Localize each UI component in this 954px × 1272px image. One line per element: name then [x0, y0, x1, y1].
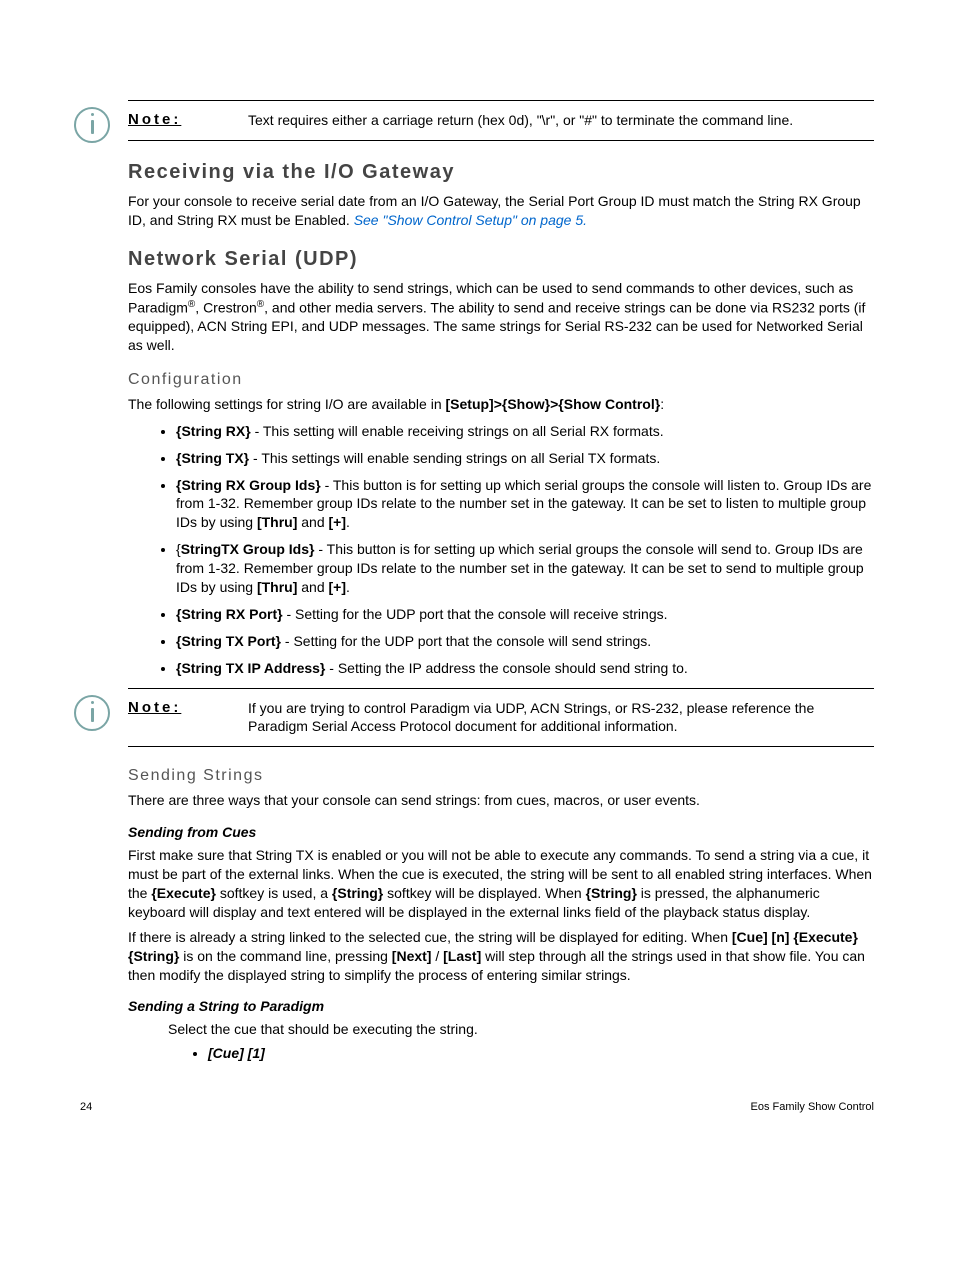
paragraph: The following settings for string I/O ar…	[128, 395, 874, 414]
heading-sending-cues: Sending from Cues	[128, 824, 874, 840]
heading-configuration: Configuration	[128, 371, 874, 389]
key-ref: [Last]	[443, 948, 481, 964]
command-list: [Cue] [1]	[128, 1045, 874, 1061]
text: softkey will be displayed. When	[383, 885, 585, 901]
list-item: {String TX Port} - Setting for the UDP p…	[176, 632, 874, 651]
heading-network: Network Serial (UDP)	[128, 248, 874, 271]
key-ref: [+]	[329, 514, 347, 530]
text: - Setting for the UDP port that the cons…	[283, 606, 668, 622]
setting-key: {String TX Port}	[176, 633, 281, 649]
text: - This setting will enable receiving str…	[251, 423, 664, 439]
text: :	[660, 396, 664, 412]
text: .	[346, 514, 350, 530]
page-footer: 24 Eos Family Show Control	[80, 1101, 874, 1113]
key-ref: [Thru]	[257, 514, 297, 530]
key-ref: [+]	[329, 579, 347, 595]
text: - Setting for the UDP port that the cons…	[281, 633, 651, 649]
text: If there is already a string linked to t…	[128, 929, 732, 945]
info-icon	[74, 107, 114, 147]
note-block-2: Note: If you are trying to control Parad…	[128, 688, 874, 748]
list-item: {StringTX Group Ids} - This button is fo…	[176, 540, 874, 597]
text: /	[431, 948, 443, 964]
text: is on the command line, pressing	[179, 948, 391, 964]
list-item: [Cue] [1]	[208, 1045, 874, 1061]
setting-key: {String RX}	[176, 423, 251, 439]
info-icon	[74, 695, 114, 735]
text: , Crestron	[195, 299, 256, 315]
list-item: {String RX Group Ids} - This button is f…	[176, 476, 874, 533]
note-text: If you are trying to control Paradigm vi…	[248, 699, 874, 737]
cross-ref-link[interactable]: See "Show Control Setup" on page 5.	[354, 212, 587, 228]
paragraph: There are three ways that your console c…	[128, 791, 874, 810]
paragraph: For your console to receive serial date …	[128, 192, 874, 230]
text: .	[346, 579, 350, 595]
paragraph: Select the cue that should be executing …	[168, 1020, 874, 1039]
text: softkey is used, a	[216, 885, 332, 901]
paragraph: First make sure that String TX is enable…	[128, 846, 874, 922]
note-text: Text requires either a carriage return (…	[248, 111, 874, 130]
list-item: {String RX Port} - Setting for the UDP p…	[176, 605, 874, 624]
text: and	[297, 514, 328, 530]
heading-receiving: Receiving via the I/O Gateway	[128, 161, 874, 184]
menu-path: [Setup]>{Show}>{Show Control}	[446, 396, 661, 412]
note-label: Note:	[128, 111, 248, 128]
page-number: 24	[80, 1101, 92, 1113]
setting-key: StringTX Group Ids}	[181, 541, 315, 557]
softkey: {String}	[586, 885, 637, 901]
list-item: {String TX} - This settings will enable …	[176, 449, 874, 468]
list-item: {String TX IP Address} - Setting the IP …	[176, 659, 874, 678]
text: - This settings will enable sending stri…	[249, 450, 660, 466]
text: - Setting the IP address the console sho…	[325, 660, 687, 676]
key-ref: [Thru]	[257, 579, 297, 595]
footer-title: Eos Family Show Control	[751, 1101, 875, 1113]
text: and	[297, 579, 328, 595]
heading-sending: Sending Strings	[128, 767, 874, 785]
text: The following settings for string I/O ar…	[128, 396, 446, 412]
paragraph: If there is already a string linked to t…	[128, 928, 874, 985]
config-list: {String RX} - This setting will enable r…	[128, 422, 874, 678]
key-ref: [Next]	[392, 948, 432, 964]
setting-key: {String TX}	[176, 450, 249, 466]
softkey: {Execute}	[151, 885, 216, 901]
heading-sending-paradigm: Sending a String to Paradigm	[128, 998, 874, 1014]
paragraph: Eos Family consoles have the ability to …	[128, 279, 874, 355]
softkey: {String}	[332, 885, 383, 901]
setting-key: {String RX Port}	[176, 606, 283, 622]
list-item: {String RX} - This setting will enable r…	[176, 422, 874, 441]
note-label: Note:	[128, 699, 248, 716]
note-block-1: Note: Text requires either a carriage re…	[128, 100, 874, 141]
setting-key: {String RX Group Ids}	[176, 477, 321, 493]
setting-key: {String TX IP Address}	[176, 660, 325, 676]
